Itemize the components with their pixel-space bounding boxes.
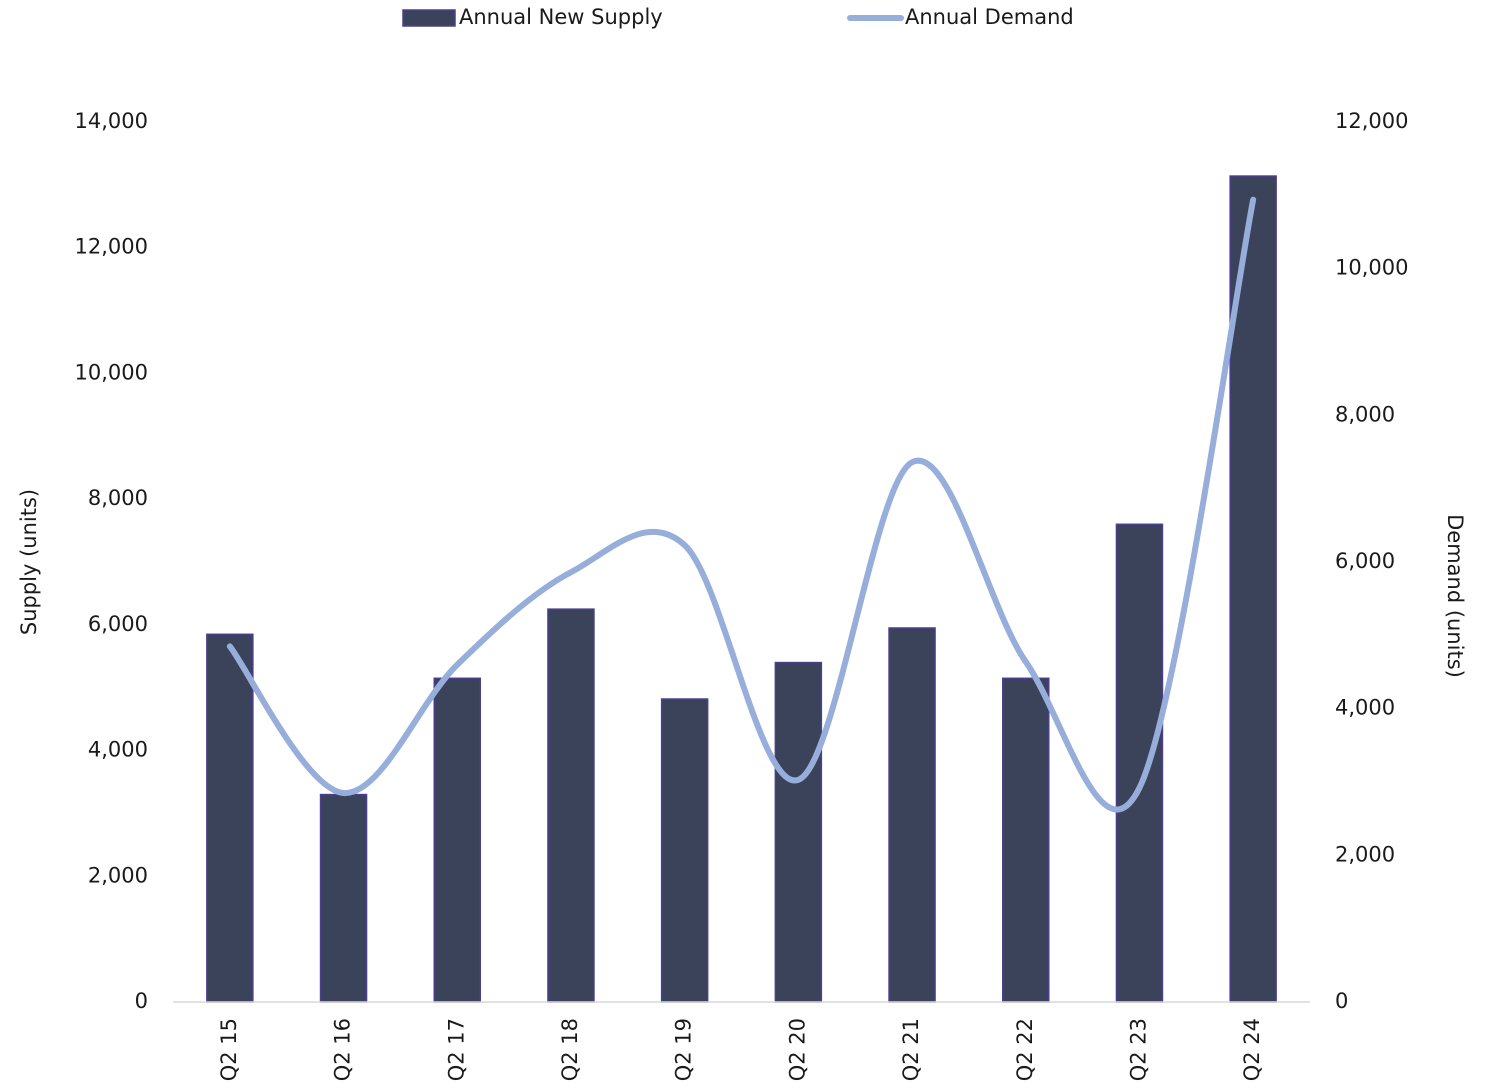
x-tick-label: Q2 20	[785, 1018, 809, 1081]
y2-tick-label: 10,000	[1335, 256, 1408, 280]
bar	[660, 698, 709, 1003]
y2-tick-label: 0	[1335, 989, 1348, 1013]
bar	[319, 793, 368, 1003]
y-tick-label: 8,000	[88, 486, 148, 510]
bar	[433, 677, 481, 1003]
legend-label: Annual New Supply	[459, 5, 663, 29]
bar	[1229, 175, 1277, 1003]
y2-tick-label: 6,000	[1335, 549, 1395, 573]
legend-label: Annual Demand	[905, 5, 1074, 29]
y-tick-label: 4,000	[88, 738, 148, 762]
y2-tick-label: 8,000	[1335, 402, 1395, 426]
x-tick-label: Q2 24	[1240, 1018, 1264, 1081]
x-tick-label: Q2 18	[558, 1018, 582, 1081]
demand-line	[226, 196, 1257, 813]
x-tick-label: Q2 19	[672, 1018, 696, 1081]
y-tick-label: 0	[135, 989, 148, 1013]
x-tick-label: Q2 22	[1013, 1018, 1037, 1081]
x-tick-label: Q2 17	[444, 1018, 468, 1081]
y2-tick-label: 2,000	[1335, 842, 1395, 866]
x-tick-label: Q2 23	[1126, 1018, 1150, 1081]
x-tick-label: Q2 16	[331, 1018, 355, 1081]
y2-axis-title: Demand (units)	[1443, 514, 1467, 678]
y-axis-title: Supply (units)	[17, 489, 41, 635]
y-tick-label: 2,000	[88, 863, 148, 887]
bar	[1115, 523, 1164, 1003]
y2-tick-label: 4,000	[1335, 696, 1395, 720]
y-tick-label: 10,000	[75, 360, 148, 384]
y-tick-label: 12,000	[75, 235, 148, 259]
x-tick-label: Q2 15	[217, 1018, 241, 1081]
legend-swatch	[402, 9, 456, 27]
y-tick-label: 14,000	[75, 109, 148, 133]
bar	[888, 627, 936, 1003]
bar	[206, 633, 254, 1003]
bar	[1002, 677, 1050, 1003]
x-tick-label: Q2 21	[899, 1018, 923, 1081]
y-tick-label: 6,000	[88, 612, 148, 636]
y2-tick-label: 12,000	[1335, 109, 1408, 133]
bar	[547, 608, 595, 1003]
bar	[774, 661, 823, 1003]
